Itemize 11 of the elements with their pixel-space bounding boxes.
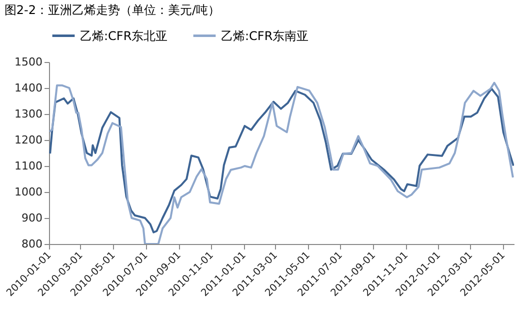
- legend-label: 乙烯:CFR东南亚: [221, 28, 309, 43]
- legend-label: 乙烯:CFR东北亚: [80, 28, 168, 43]
- y-tick-label: 1400: [14, 82, 42, 94]
- y-tick-label: 1000: [14, 186, 42, 198]
- chart-title: 图2-2：亚洲乙烯走势（单位：美元/吨）: [4, 3, 220, 17]
- y-tick-label: 900: [22, 212, 42, 224]
- y-tick-label: 1200: [14, 134, 42, 146]
- y-tick-label: 800: [22, 238, 42, 250]
- y-tick-label: 1100: [14, 160, 42, 172]
- y-tick-label: 1500: [14, 56, 42, 68]
- y-tick-label: 1300: [14, 108, 42, 120]
